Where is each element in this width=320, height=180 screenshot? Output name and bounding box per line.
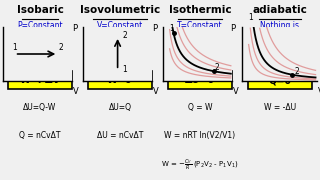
Text: 2: 2 xyxy=(294,67,299,76)
Text: V: V xyxy=(153,87,159,96)
FancyBboxPatch shape xyxy=(8,71,72,89)
Text: ΔU=0: ΔU=0 xyxy=(185,75,215,85)
Text: V: V xyxy=(233,87,239,96)
Text: 2: 2 xyxy=(215,63,220,72)
Text: ΔU=Q-W: ΔU=Q-W xyxy=(23,103,57,112)
Text: W=PΔV: W=PΔV xyxy=(20,75,60,85)
Text: 1: 1 xyxy=(12,43,17,52)
Text: adiabatic: adiabatic xyxy=(252,5,308,15)
Text: P: P xyxy=(230,24,235,33)
Text: W = nRT ln(V2/V1): W = nRT ln(V2/V1) xyxy=(164,131,236,140)
Text: V=Constant: V=Constant xyxy=(97,21,143,30)
Text: W = -ΔU: W = -ΔU xyxy=(264,103,296,112)
FancyBboxPatch shape xyxy=(88,71,152,89)
Text: 2: 2 xyxy=(122,31,127,40)
Text: Q = nCvΔT: Q = nCvΔT xyxy=(19,131,61,140)
Text: 2: 2 xyxy=(58,43,63,52)
Text: V: V xyxy=(318,87,320,96)
Text: Q = W: Q = W xyxy=(188,103,212,112)
Text: T=Constant: T=Constant xyxy=(177,21,223,30)
Text: W=0: W=0 xyxy=(107,75,133,85)
Text: Q=0: Q=0 xyxy=(268,75,292,85)
Text: 1: 1 xyxy=(170,24,174,33)
Text: Isovolumetric: Isovolumetric xyxy=(80,5,160,15)
Text: W = $-\frac{C_V}{R}$ (P$_2$V$_2$ - P$_1$V$_1$): W = $-\frac{C_V}{R}$ (P$_2$V$_2$ - P$_1$… xyxy=(161,158,239,173)
Text: ΔU=Q: ΔU=Q xyxy=(108,103,132,112)
Text: ΔU = nCvΔT: ΔU = nCvΔT xyxy=(97,131,143,140)
Text: Isothermic: Isothermic xyxy=(169,5,231,15)
Text: P: P xyxy=(72,24,77,33)
Text: Nothing is
Constant: Nothing is Constant xyxy=(260,21,300,41)
Text: V: V xyxy=(73,87,79,96)
Text: 1: 1 xyxy=(122,65,127,74)
FancyBboxPatch shape xyxy=(248,71,312,89)
Text: Isobaric: Isobaric xyxy=(17,5,63,15)
Text: P: P xyxy=(152,24,157,33)
Text: P=Constant: P=Constant xyxy=(17,21,63,30)
Text: 1: 1 xyxy=(249,13,253,22)
FancyBboxPatch shape xyxy=(168,71,232,89)
